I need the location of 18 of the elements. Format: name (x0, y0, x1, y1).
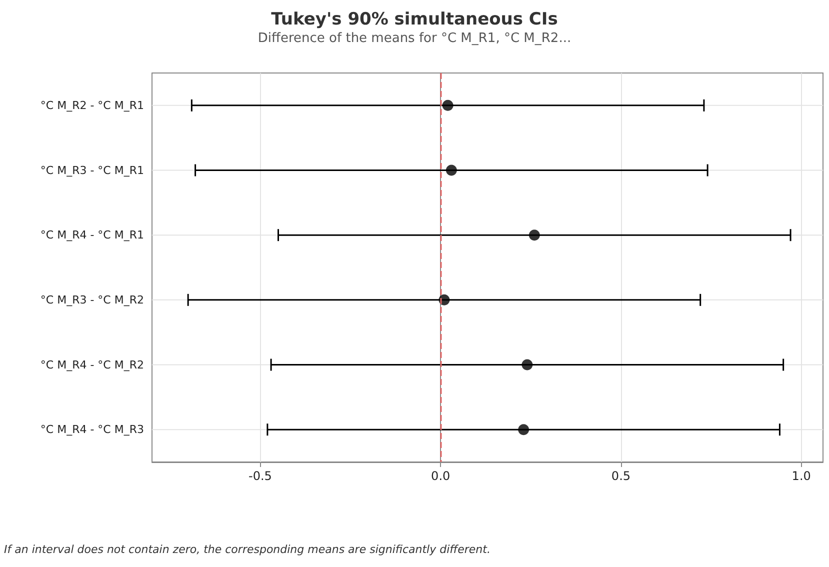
point (518, 424, 530, 436)
point (522, 359, 533, 370)
y-tick-label: °C M_R4 - °C M_R3 (40, 423, 144, 436)
point (528, 230, 540, 241)
x-tick-label: 0.0 (431, 469, 450, 483)
chart-subtitle: Difference of the means for °C M_R1, °C M_R2... (258, 31, 572, 46)
y-tick-label: °C M_R2 - °C M_R1 (40, 98, 144, 112)
y-tick-label: °C M_R4 - °C M_R1 (40, 228, 144, 242)
y-tick-label: °C M_R3 - °C M_R1 (40, 164, 144, 177)
text: If an interval does not contain zero, the corresponding means are significantly different. (4, 543, 490, 556)
y-tick-label: °C M_R3 - °C M_R2 (40, 293, 144, 306)
x-tick-label: 0.5 (611, 469, 631, 483)
chart-title: Tukey's 90% simultaneous CIs (271, 10, 558, 30)
point (446, 164, 457, 176)
y-tick-label: °C M_R4 - °C M_R2 (40, 358, 144, 372)
point (442, 100, 454, 111)
x-tick-label: -0.5 (248, 469, 272, 483)
x-tick-label: 1.0 (792, 469, 811, 483)
